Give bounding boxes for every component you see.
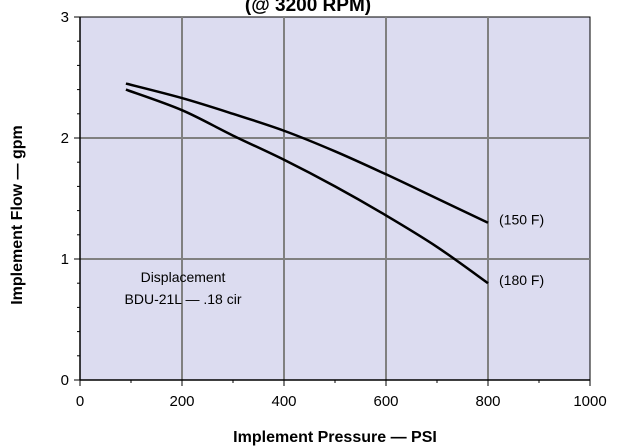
x-tick-label: 800 (475, 393, 500, 410)
plot-area (79, 16, 591, 381)
y-tick-label: 2 (61, 130, 69, 147)
y-tick-label: 0 (61, 372, 69, 389)
y-tick-label: 1 (61, 251, 69, 268)
axes (74, 16, 591, 386)
y-axis-title: Implement Flow — gpm (9, 125, 26, 305)
x-tick-label: 400 (271, 393, 296, 410)
x-tick-labels: 0 200 400 600 800 1000 (76, 393, 607, 410)
displacement-value: BDU-21L — .18 cir (125, 291, 242, 307)
series-line-1 (125, 88, 489, 285)
displacement-label: Displacement (141, 269, 226, 285)
x-tick-label: 600 (373, 393, 398, 410)
series-label-1: (180 F) (499, 272, 544, 288)
grid (80, 17, 590, 380)
x-tick-label: 1000 (573, 393, 606, 410)
x-tick-label: 200 (169, 393, 194, 410)
series-label-0: (150 F) (499, 212, 544, 228)
y-tick-label: 3 (61, 9, 69, 26)
y-tick-labels: 0 1 2 3 (61, 9, 69, 389)
series-labels: (150 F) (180 F) (499, 212, 544, 289)
x-axis-title: Implement Pressure — PSI (233, 429, 437, 446)
series (125, 82, 489, 285)
series-line-0 (125, 82, 489, 224)
chart-title: (@ 3200 RPM) (245, 0, 371, 16)
x-tick-label: 0 (76, 393, 84, 410)
